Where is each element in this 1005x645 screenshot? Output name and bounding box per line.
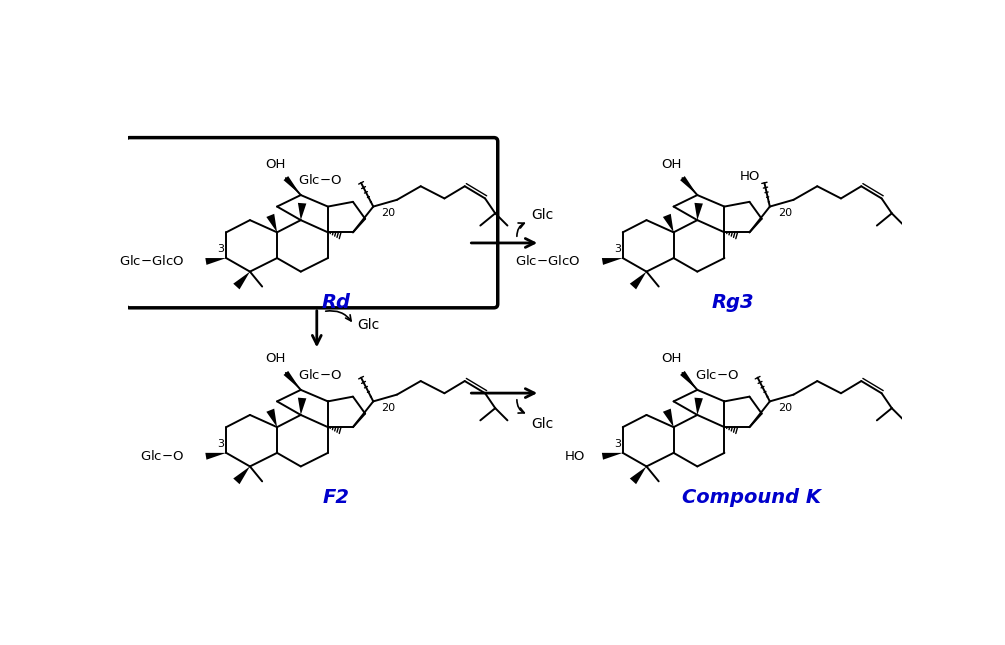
Text: 20: 20	[778, 402, 792, 413]
Polygon shape	[266, 213, 277, 232]
Text: 3: 3	[614, 244, 621, 254]
Polygon shape	[205, 453, 226, 460]
Polygon shape	[205, 258, 226, 265]
Polygon shape	[233, 272, 250, 290]
Polygon shape	[233, 466, 250, 484]
Polygon shape	[602, 258, 623, 265]
Text: 20: 20	[382, 402, 396, 413]
Polygon shape	[663, 409, 673, 427]
Polygon shape	[694, 203, 702, 220]
Text: Rd: Rd	[322, 293, 351, 312]
Text: 20: 20	[382, 208, 396, 218]
Text: OH: OH	[265, 352, 285, 366]
Text: Glc$-$O: Glc$-$O	[694, 368, 739, 382]
Polygon shape	[297, 203, 307, 220]
Text: F2: F2	[323, 488, 350, 506]
Text: 20: 20	[778, 208, 792, 218]
Text: Glc$-$GlcO: Glc$-$GlcO	[516, 255, 581, 268]
Polygon shape	[630, 466, 646, 484]
Polygon shape	[694, 398, 702, 415]
Polygon shape	[297, 398, 307, 415]
Polygon shape	[266, 409, 277, 427]
Text: Glc: Glc	[531, 417, 553, 431]
Text: Glc: Glc	[357, 318, 379, 332]
Polygon shape	[663, 213, 673, 232]
Text: OH: OH	[661, 352, 681, 366]
Text: 3: 3	[614, 439, 621, 449]
Text: Glc$-$O: Glc$-$O	[298, 368, 342, 382]
Text: 3: 3	[217, 439, 224, 449]
Polygon shape	[602, 453, 623, 460]
Text: Glc$-$GlcO: Glc$-$GlcO	[119, 255, 184, 268]
Polygon shape	[283, 176, 300, 195]
Text: Rg3: Rg3	[712, 293, 754, 312]
Polygon shape	[283, 371, 300, 390]
Text: OH: OH	[265, 157, 285, 171]
Text: Glc: Glc	[531, 208, 553, 223]
Polygon shape	[680, 371, 697, 390]
Polygon shape	[680, 176, 697, 195]
Text: Glc$-$O: Glc$-$O	[140, 450, 184, 463]
Text: Compound K: Compound K	[682, 488, 821, 506]
Text: 3: 3	[217, 244, 224, 254]
Text: OH: OH	[661, 157, 681, 171]
Text: Glc$-$O: Glc$-$O	[298, 173, 342, 187]
Text: HO: HO	[740, 170, 761, 183]
Polygon shape	[630, 272, 646, 290]
Text: HO: HO	[565, 450, 586, 462]
